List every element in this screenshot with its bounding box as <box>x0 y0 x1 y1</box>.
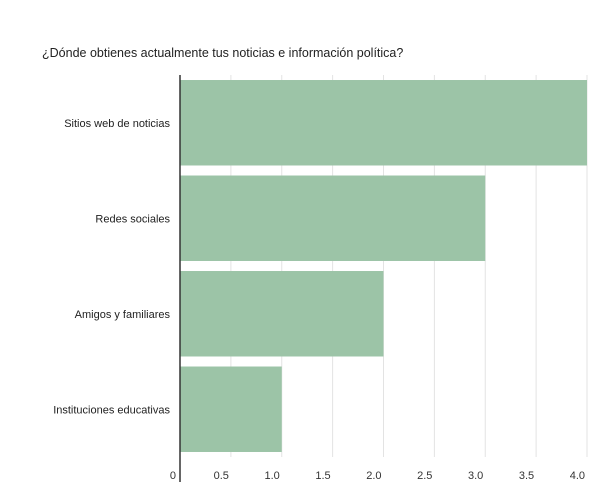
bar-4 <box>180 366 282 452</box>
x-tick-label-0: 0 <box>170 470 176 482</box>
x-tick-label-2: 1.0 <box>264 470 279 482</box>
category-label-4: Instituciones educativas <box>53 404 170 416</box>
x-tick-label-1: 0.5 <box>214 470 229 482</box>
x-axis-tick-labels: 0 0.5 1.0 1.5 2.0 2.5 3.0 3.5 4.0 <box>170 470 585 482</box>
x-tick-label-5: 2.5 <box>417 470 432 482</box>
x-tick-label-6: 3.0 <box>468 470 483 482</box>
x-tick-label-8: 4.0 <box>570 470 585 482</box>
category-label-3: Amigos y familiares <box>75 309 171 321</box>
category-label-1: Sitios web de noticias <box>64 118 170 130</box>
category-label-2: Redes sociales <box>95 213 170 225</box>
bar-3 <box>180 271 384 357</box>
category-labels: Sitios web de noticias Redes sociales Amig… <box>53 118 170 417</box>
bars <box>180 80 587 452</box>
x-tick-label-3: 1.5 <box>315 470 330 482</box>
chart-title: ¿Dónde obtienes actualmente tus noticias… <box>42 46 403 60</box>
x-tick-label-7: 3.5 <box>519 470 534 482</box>
bar-1 <box>180 80 587 166</box>
bar-2 <box>180 175 486 261</box>
x-tick-label-4: 2.0 <box>366 470 381 482</box>
